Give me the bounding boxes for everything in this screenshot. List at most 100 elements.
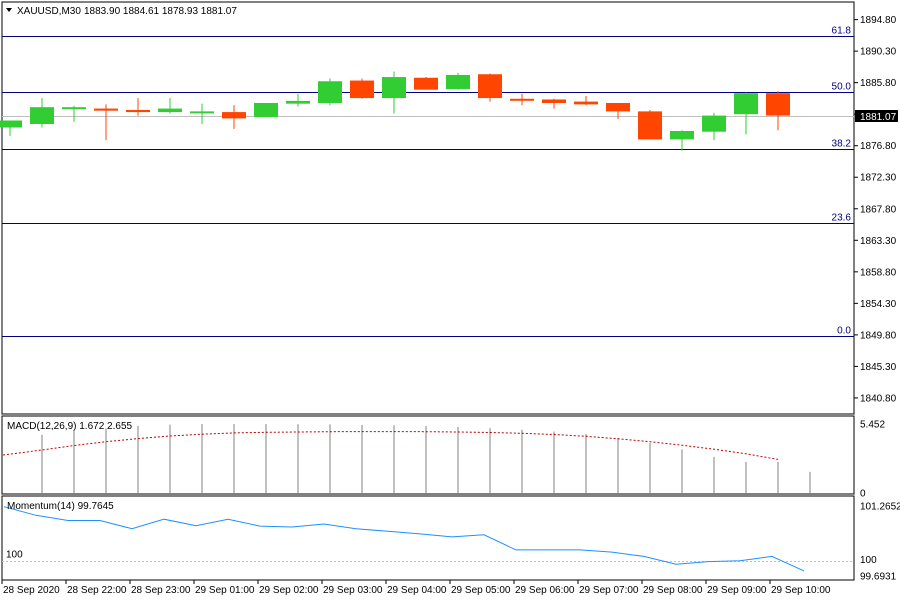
candle-body [254,102,278,117]
candles [0,71,790,151]
price-panel[interactable]: 61.8 50.0 38.2 23.6 0.0 1894.80 1890.30 1885.8… [0,1,898,415]
momentum-tick-label: 101.2652 [860,502,900,513]
bull-candle [62,105,86,122]
candle-body [446,74,470,89]
price-tick-label: 1863.30 [860,236,897,247]
current-price-tag-label: 1881.07 [860,112,897,123]
momentum-axis: 101.2652 100 99.6931 [860,502,900,583]
candle-body [510,98,534,101]
candle-body [734,93,758,115]
bull-candle [318,78,342,106]
price-tick-label: 1872.30 [860,173,897,184]
time-tick-label: 29 Sep 09:00 [707,585,767,596]
bull-candle [670,130,694,151]
candle-body [286,100,310,104]
candle-body [30,107,54,124]
price-tick-label: 1867.80 [860,204,897,215]
momentum-tick-label: 99.6931 [860,572,897,583]
time-tick-label: 29 Sep 01:00 [195,585,255,596]
momentum-line [3,506,805,572]
macd-tick-label: 0 [860,489,866,500]
bull-candle [190,103,214,124]
momentum-panel-frame [1,495,855,581]
symbol-label: XAUUSD,M30 [17,6,81,17]
momentum-header: Momentum(14) 99.7645 [7,501,114,512]
bear-candle [350,78,374,99]
bull-candle [734,92,758,135]
current-price-tag-bg [855,110,898,122]
bull-candle [382,71,406,114]
time-axis: 28 Sep 2020 28 Sep 22:00 28 Sep 23:00 29 Se… [1,580,831,596]
price-tick-label: 1885.80 [860,78,897,89]
candle-body [702,115,726,132]
bear-candle [478,73,502,102]
momentum-level-label: 100 [6,550,23,561]
bull-candle [30,98,54,128]
price-tick-label: 1876.80 [860,141,897,152]
price-tick-label: 1858.80 [860,267,897,278]
candle-body [62,107,86,110]
macd-panel-frame [1,415,855,495]
bear-candle [126,98,150,116]
bull-candle [446,72,470,90]
candle-body [414,77,438,90]
menu-triangle-icon[interactable] [6,8,12,12]
candle-body [574,101,598,105]
fib-level-label: 61.8 [832,26,852,37]
bear-candle [574,95,598,106]
bear-candle [638,109,662,140]
candle-body [190,111,214,114]
momentum-tick-label: 100 [860,555,877,566]
fib-level-label: 50.0 [832,82,852,93]
bull-candle [286,93,310,107]
time-tick-label: 28 Sep 22:00 [67,585,127,596]
time-tick-label: 29 Sep 08:00 [643,585,703,596]
momentum-panel[interactable]: 100 101.2652 100 99.6931 Momentum(14) 99.7… [1,495,900,583]
bear-candle [606,102,630,120]
candle-body [638,111,662,140]
candle-body [350,80,374,99]
time-tick-label: 29 Sep 04:00 [387,585,447,596]
bull-candle [158,98,182,114]
price-tick-label: 1845.30 [860,362,897,373]
bear-candle [542,98,566,109]
candle-body [606,102,630,112]
candle-body [0,120,22,128]
bear-candle [414,77,438,90]
macd-tick-label: 5.452 [860,420,885,431]
time-tick-label: 29 Sep 06:00 [515,585,575,596]
candle-body [318,81,342,103]
time-tick-label: 29 Sep 03:00 [323,585,383,596]
fib-level-label: 23.6 [832,213,852,224]
ohlc-label: 1883.90 1884.61 1878.93 1881.07 [84,6,237,17]
fib-level-label: 38.2 [832,139,852,150]
price-tick-label: 1849.80 [860,330,897,341]
price-tick-label: 1890.30 [860,47,897,58]
price-tick-label: 1854.30 [860,299,897,310]
candle-body [670,131,694,140]
macd-axis: 5.452 0 [860,420,885,500]
symbol-header: XAUUSD,M30 1883.90 1884.61 1878.93 1881.… [6,6,237,17]
macd-header: MACD(12,26,9) 1.672 2.655 [7,421,133,432]
candle-body [478,74,502,99]
fib-level-label: 0.0 [837,326,851,337]
bear-candle [222,105,246,129]
bear-candle [94,104,118,141]
bull-candle [0,120,22,136]
price-tick-label: 1840.80 [860,393,897,404]
time-tick-label: 29 Sep 05:00 [451,585,511,596]
current-price-tag: 1881.07 [855,110,898,123]
bear-candle [766,91,790,131]
candle-body [94,108,118,111]
time-tick-label: 28 Sep 23:00 [131,585,191,596]
time-tick-label: 28 Sep 2020 [3,585,60,596]
bull-candle [254,102,278,117]
candle-body [158,108,182,113]
price-panel-frame [1,1,855,415]
candle-body [542,99,566,103]
time-tick-label: 29 Sep 10:00 [771,585,831,596]
macd-panel[interactable]: 5.452 0 MACD(12,26,9) 1.672 2.655 [1,415,885,500]
time-tick-label: 29 Sep 07:00 [579,585,639,596]
